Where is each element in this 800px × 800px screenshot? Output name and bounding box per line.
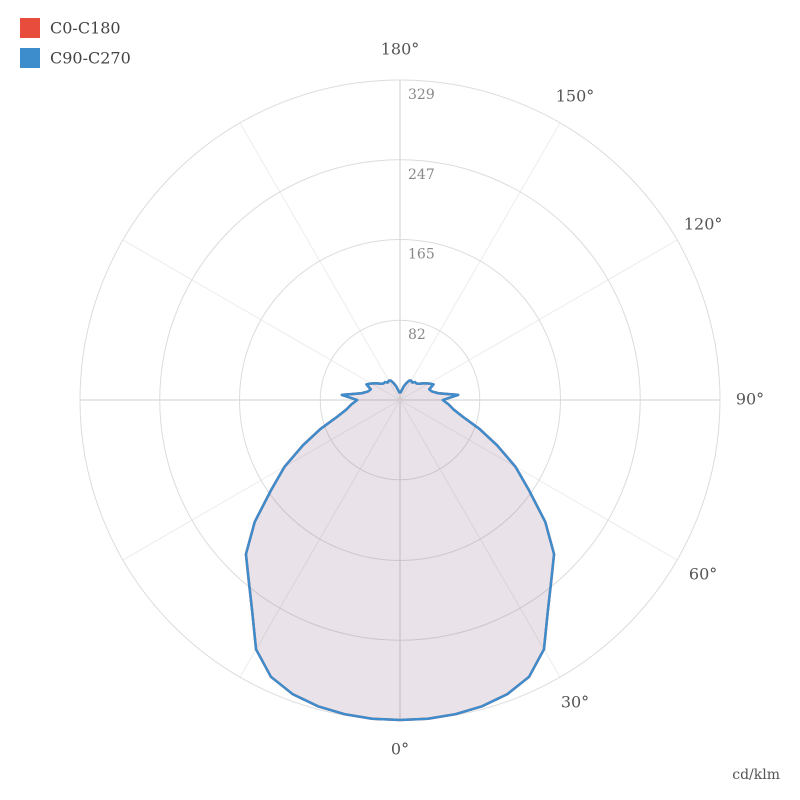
ring — [159, 159, 641, 641]
r-tick-label: 247 — [408, 167, 435, 183]
spoke — [122, 399, 401, 561]
angle-label: 150° — [556, 86, 595, 105]
angle-label: 60° — [689, 565, 717, 584]
unit-label: cd/klm — [732, 767, 780, 783]
intensity-curve — [398, 379, 556, 722]
ring — [239, 239, 561, 561]
legend-label: C90-C270 — [50, 49, 131, 68]
spoke — [239, 122, 401, 401]
spoke — [239, 399, 401, 678]
spoke — [399, 399, 561, 678]
legend-swatch — [20, 48, 40, 68]
ring — [319, 319, 481, 481]
intensity-curve — [244, 379, 402, 722]
angle-label: 90° — [736, 390, 764, 409]
angle-label: 180° — [381, 40, 420, 59]
r-tick-label: 329 — [408, 87, 435, 103]
angle-label: 0° — [391, 740, 409, 759]
legend-swatch — [20, 18, 40, 38]
r-tick-label: 82 — [408, 327, 426, 343]
angle-label: 30° — [561, 693, 589, 712]
spoke — [122, 239, 401, 401]
spoke — [399, 122, 561, 401]
angle-label: 120° — [684, 215, 723, 234]
spoke — [399, 399, 678, 561]
legend-label: C0-C180 — [50, 19, 121, 38]
r-tick-label: 165 — [408, 247, 435, 263]
spoke — [399, 239, 678, 401]
